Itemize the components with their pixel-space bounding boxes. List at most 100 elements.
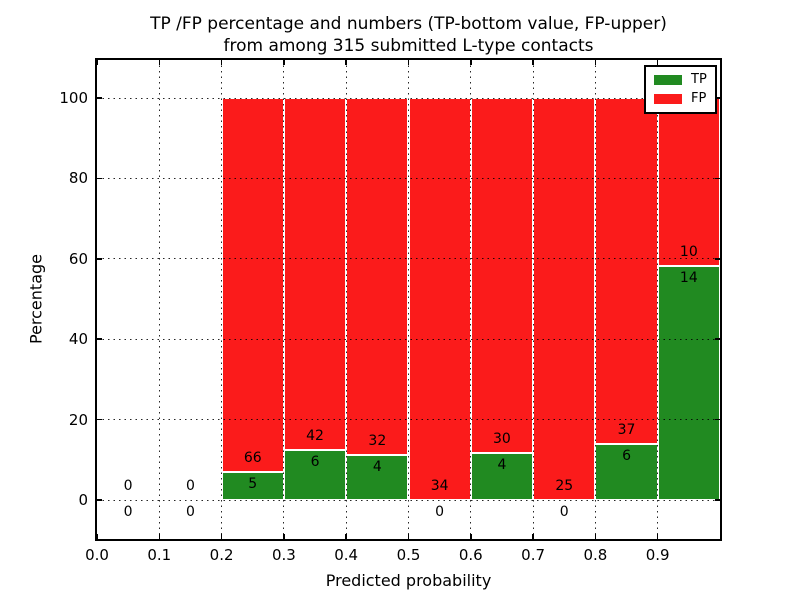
x-tick-mark	[345, 534, 347, 539]
x-tick-label: 0.2	[209, 546, 234, 564]
bar-segment-fp	[346, 98, 409, 456]
y-tick-label: 100	[59, 89, 88, 107]
fp-count-label: 42	[306, 427, 324, 444]
bar-segment-tp	[221, 471, 284, 500]
bar-segment-fp	[533, 98, 596, 500]
x-gridline	[532, 60, 534, 539]
x-tick-mark	[283, 534, 285, 539]
x-tick-mark	[656, 60, 659, 65]
x-tick-mark	[96, 60, 98, 65]
x-tick-label: 0.0	[85, 546, 109, 564]
bar-segment-fp	[283, 98, 347, 450]
x-gridline	[594, 60, 596, 539]
bar-segment-fp	[408, 98, 471, 500]
y-tick-mark	[715, 258, 720, 260]
x-tick-mark	[594, 60, 597, 65]
y-tick-label: 40	[68, 330, 88, 349]
x-tick-mark	[158, 60, 161, 65]
tp-count-label: 14	[679, 269, 698, 286]
fp-count-label: 25	[555, 478, 574, 494]
x-gridline	[408, 60, 409, 539]
x-tick-label: 0.6	[458, 546, 483, 564]
bar-segment-fp	[470, 98, 534, 453]
fp-count-label: 0	[123, 478, 133, 494]
x-tick-mark	[158, 534, 161, 539]
x-tick-mark	[283, 60, 285, 65]
x-gridline	[221, 60, 223, 539]
bar-segment-tp	[657, 265, 720, 500]
y-tick-mark	[715, 499, 720, 501]
legend-entry-tp: TP	[654, 73, 707, 87]
y-tick-mark	[97, 97, 102, 99]
x-tick-mark	[532, 534, 534, 539]
x-tick-mark	[220, 534, 223, 539]
x-tick-label: 0.7	[521, 546, 546, 564]
bar-segment-fp	[221, 98, 284, 472]
tp-count-label: 5	[248, 475, 258, 492]
fp-count-label: 0	[185, 478, 195, 494]
x-tick-label: 0.9	[645, 546, 670, 564]
bar-segment-fp	[657, 98, 720, 266]
x-tick-mark	[470, 60, 472, 65]
chart-title: TP /FP percentage and numbers (TP-bottom…	[150, 14, 667, 56]
x-gridline	[158, 60, 160, 539]
x-tick-label: 0.4	[334, 546, 359, 564]
tp-count-label: 0	[435, 504, 445, 520]
legend-label-tp: TP	[691, 72, 707, 87]
bar-segment-fp	[595, 98, 658, 444]
y-tick-mark	[715, 177, 720, 180]
x-tick-mark	[532, 60, 534, 65]
y-tick-mark	[715, 97, 720, 99]
x-tick-mark	[656, 534, 659, 539]
x-tick-mark	[470, 534, 472, 539]
y-tick-mark	[715, 338, 720, 340]
x-gridline	[470, 60, 472, 539]
x-tick-label: 0.3	[271, 546, 296, 564]
y-tick-mark	[97, 418, 102, 421]
y-tick-label: 20	[68, 410, 88, 429]
bar-segment-tp	[470, 452, 534, 500]
legend-swatch-fp	[654, 94, 682, 104]
y-tick-mark	[97, 499, 102, 501]
x-tick-label: 0.8	[583, 546, 608, 564]
y-tick-mark	[715, 418, 720, 421]
x-gridline	[345, 60, 347, 539]
x-axis-label: Predicted probability	[325, 571, 492, 590]
tp-count-label: 4	[497, 456, 507, 473]
tp-count-label: 0	[185, 504, 195, 520]
legend-swatch-tp	[654, 75, 682, 85]
tp-count-label: 0	[559, 504, 569, 520]
x-gridline	[657, 60, 659, 539]
fp-count-label: 32	[368, 433, 387, 450]
x-tick-label: 0.5	[396, 546, 421, 564]
fp-count-label: 37	[617, 421, 636, 438]
fp-count-label: 30	[493, 430, 511, 447]
x-tick-label: 0.1	[147, 546, 172, 564]
y-tick-mark	[97, 177, 102, 180]
fp-count-label: 34	[430, 478, 449, 494]
x-tick-mark	[407, 60, 410, 65]
fp-count-label: 10	[679, 243, 698, 260]
y-tick-label: 60	[68, 249, 88, 268]
x-tick-mark	[345, 60, 347, 65]
x-tick-mark	[220, 60, 223, 65]
y-tick-mark	[97, 258, 102, 260]
y-tick-label: 80	[68, 169, 88, 188]
plot-area: 0 0 0 0 66 5 42 6 32 4 34 0 30 4 25 0 37 6 10 14	[95, 58, 722, 541]
legend-entry-fp: FP	[654, 92, 707, 106]
x-tick-mark	[594, 534, 597, 539]
legend-label-fp: FP	[691, 91, 707, 106]
y-tick-mark	[97, 338, 102, 340]
tp-count-label: 6	[622, 447, 632, 464]
tp-count-label: 4	[372, 459, 382, 476]
bar-segment-tp	[346, 455, 409, 500]
tp-count-label: 0	[123, 504, 133, 520]
x-gridline	[283, 60, 285, 539]
tp-count-label: 6	[310, 453, 320, 470]
bar-segment-tp	[595, 443, 658, 500]
fp-count-label: 66	[243, 449, 262, 466]
x-tick-mark	[407, 534, 410, 539]
legend: TP FP	[644, 65, 717, 114]
y-tick-label: 0	[78, 491, 88, 509]
